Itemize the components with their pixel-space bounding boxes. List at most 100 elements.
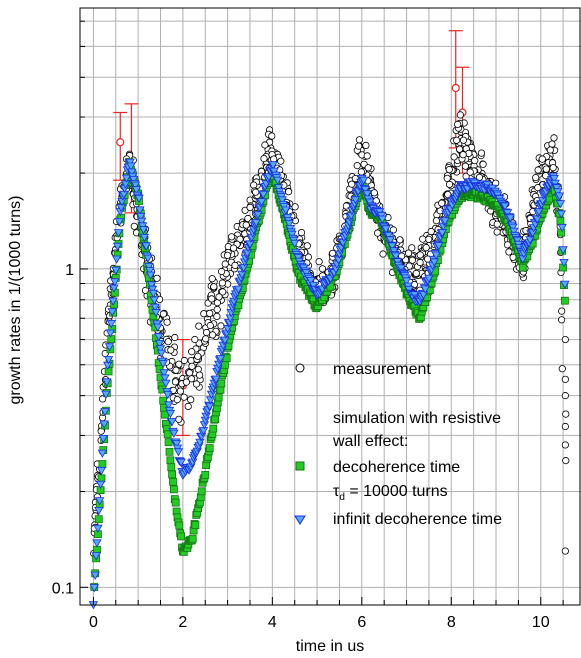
measurement-point <box>396 236 404 244</box>
decoherence-point <box>209 424 218 433</box>
infinite-decoherence-point <box>89 584 99 593</box>
measurement-point <box>379 250 387 258</box>
measurement-point <box>252 188 260 196</box>
infinite-decoherence-point <box>437 229 447 238</box>
measurement-point <box>215 293 223 301</box>
infinite-decoherence-point <box>362 190 372 199</box>
legend-tau-line: τd = 10000 turns <box>333 483 448 503</box>
x-axis-label: time in us <box>296 638 364 655</box>
measurement-point <box>194 352 202 360</box>
y-axis-label: growth rates in 1/(1000 turns) <box>7 196 24 405</box>
measurement-point <box>416 258 424 267</box>
measurement-point <box>219 288 227 296</box>
measurement-point <box>213 299 221 307</box>
infinite-decoherence-point <box>500 202 510 211</box>
measurement-point <box>242 221 250 229</box>
decoherence-point <box>214 393 223 402</box>
infinite-decoherence-point <box>505 214 515 223</box>
measurement-point <box>218 267 226 276</box>
decoherence-point <box>169 485 178 494</box>
infinite-decoherence-point <box>134 194 144 204</box>
decoherence-point <box>197 487 206 496</box>
infinite-decoherence-point <box>171 440 182 449</box>
infinite-decoherence-point <box>173 448 184 457</box>
infinite-decoherence-point <box>287 230 297 240</box>
infinite-decoherence-point <box>205 402 215 411</box>
infinite-decoherence-point <box>146 271 156 280</box>
measurement-point <box>230 244 238 252</box>
infinite-decoherence-point <box>95 480 106 490</box>
infinite-decoherence-point <box>100 408 110 417</box>
measurement-point <box>353 162 361 170</box>
measurement-point <box>445 180 454 188</box>
infinite-decoherence-point <box>502 209 513 218</box>
infinite-decoherence-point <box>130 181 141 190</box>
measurement-point <box>196 371 204 379</box>
measurement-point <box>175 415 183 423</box>
infinite-decoherence-point <box>149 296 159 305</box>
measurement-point <box>203 328 211 337</box>
measurement-point <box>363 152 371 160</box>
infinite-decoherence-point <box>558 246 568 255</box>
infinite-decoherence-point <box>552 184 562 193</box>
infinite-decoherence-point <box>424 274 434 284</box>
infinite-decoherence-point <box>110 278 120 287</box>
infinite-decoherence-point <box>151 308 161 318</box>
infinite-decoherence-point <box>135 206 145 215</box>
measurement-point <box>355 142 363 150</box>
error-bar-point <box>116 138 125 147</box>
infinite-decoherence-point <box>141 242 151 251</box>
measurement-point <box>176 387 184 395</box>
measurement-point <box>561 375 569 383</box>
measurement-point <box>538 155 546 163</box>
infinite-decoherence-point <box>91 552 101 561</box>
measurement-point <box>459 136 468 144</box>
legend-heading-line1: simulation with resistive <box>333 410 501 427</box>
legend-tau-subscript: d <box>339 492 345 503</box>
data-points <box>88 111 570 610</box>
measurement-point <box>557 316 566 324</box>
infinite-decoherence-point <box>420 285 430 294</box>
measurement-point <box>348 180 356 188</box>
infinite-decoherence-point <box>109 284 119 293</box>
decoherence-point <box>164 438 173 447</box>
measurement-point <box>194 365 202 373</box>
measurement-point <box>284 188 293 196</box>
measurement-point <box>303 242 311 250</box>
measurement-point <box>208 295 216 303</box>
legend: measurement simulation with resistive wa… <box>294 361 502 528</box>
measurement-point <box>188 362 196 370</box>
measurement-point <box>561 335 569 344</box>
measurement-point <box>218 279 226 287</box>
measurement-point <box>195 322 203 330</box>
measurement-point <box>180 356 188 365</box>
infinite-decoherence-point <box>154 339 165 349</box>
measurement-point <box>548 140 556 148</box>
measurement-point <box>503 241 512 249</box>
decoherence-point <box>169 477 177 486</box>
infinite-decoherence-point <box>559 259 569 268</box>
infinite-decoherence-point <box>155 345 166 354</box>
measurement-point <box>297 229 306 237</box>
decoherence-point <box>201 470 210 479</box>
infinite-decoherence-point <box>96 466 107 476</box>
measurement-point <box>159 310 167 318</box>
decoherence-point <box>518 263 527 272</box>
measurement-point <box>471 157 479 165</box>
infinite-decoherence-point <box>108 297 118 306</box>
measurement-point <box>561 547 569 555</box>
infinite-decoherence-point <box>106 320 116 329</box>
infinite-decoherence-point <box>509 227 519 236</box>
measurement-point <box>191 335 199 344</box>
measurement-point <box>223 251 232 259</box>
infinite-decoherence-point <box>253 211 263 220</box>
decoherence-point <box>205 444 214 453</box>
infinite-decoherence-point <box>105 329 116 338</box>
measurement-point <box>412 269 420 277</box>
measurement-point <box>167 346 175 354</box>
measurement-point <box>546 146 554 154</box>
infinite-decoherence-point <box>159 369 169 378</box>
infinite-decoherence-point <box>401 277 412 286</box>
infinite-decoherence-point <box>93 524 103 534</box>
